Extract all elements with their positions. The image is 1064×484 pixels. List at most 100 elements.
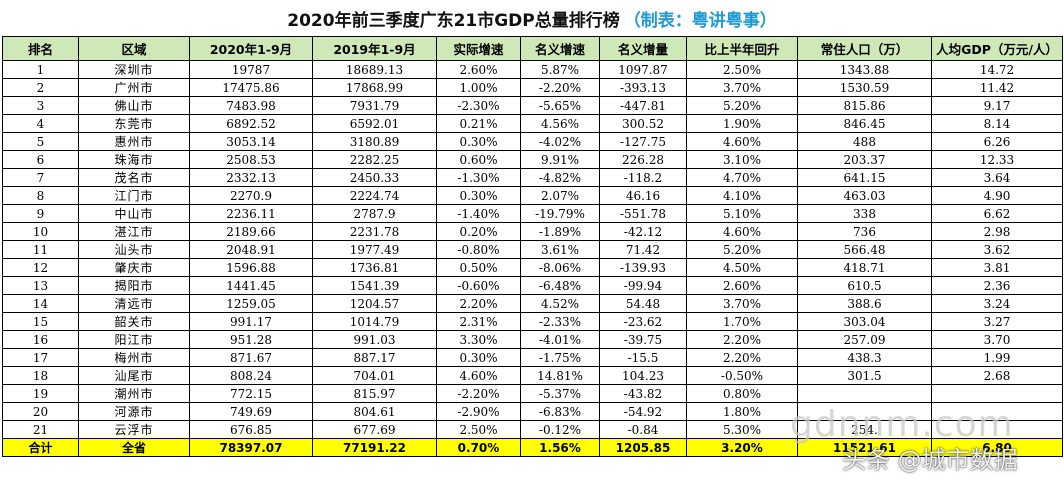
table-cell: 3.81 (931, 258, 1063, 277)
table-row: 21 云浮市 676.85 677.69 2.50% -0.12% -0.84 5.30% 25… (2, 420, 1063, 439)
table-cell: 汕尾市 (78, 366, 190, 385)
table-cell: 5.20% (686, 96, 798, 115)
table-cell: 301.5 (797, 366, 932, 385)
table-cell: 茂名市 (78, 168, 190, 187)
table-cell (931, 402, 1063, 421)
table-cell: 0.30% (436, 132, 521, 151)
table-row: 20 河源市 749.69 804.61 -2.90% -6.83% -54.92 1.80% (2, 402, 1063, 421)
table-cell: 3.30% (436, 330, 521, 349)
table-cell: 2282.25 (312, 150, 437, 169)
table-cell: 揭阳市 (78, 276, 190, 295)
table-cell: 1.00% (436, 78, 521, 97)
table-cell: 0.20% (436, 222, 521, 241)
table-cell: 3.27 (931, 312, 1063, 331)
table-cell: -4.01% (520, 330, 600, 349)
table-cell: 488 (797, 132, 932, 151)
table-cell: 8.14 (931, 114, 1063, 133)
table-cell: 1541.39 (312, 276, 437, 295)
table-row: 14 清远市 1259.05 1204.57 2.20% 4.52% 54.48 3.70% 3… (2, 294, 1063, 313)
table-cell: -6.83% (520, 402, 600, 421)
table-cell: -127.75 (599, 132, 687, 151)
table-cell: 3.24 (931, 294, 1063, 313)
table-row: 10 湛江市 2189.66 2231.78 0.20% -1.89% -42.12 4.60… (2, 222, 1063, 241)
table-cell: 1.70% (686, 312, 798, 331)
column-header: 实际增速 (436, 36, 521, 61)
table-cell: 991.03 (312, 330, 437, 349)
table-cell: 云浮市 (78, 420, 190, 439)
table-cell: 226.28 (599, 150, 687, 169)
table-cell: 梅州市 (78, 348, 190, 367)
table-cell: -551.78 (599, 204, 687, 223)
total-cell: 合计 (2, 438, 79, 457)
table-cell: 991.17 (189, 312, 313, 331)
column-header: 2019年1-9月 (312, 36, 437, 61)
table-cell: 6 (2, 150, 79, 169)
table-cell: 惠州市 (78, 132, 190, 151)
table-cell: 2.36 (931, 276, 1063, 295)
table-cell: 566.48 (797, 240, 932, 259)
table-cell (797, 384, 932, 403)
table-cell: 1441.45 (189, 276, 313, 295)
table-cell: 3.62 (931, 240, 1063, 259)
table-cell: 815.97 (312, 384, 437, 403)
table-row: 13 揭阳市 1441.45 1541.39 -0.60% -6.48% -99.94 2.6… (2, 276, 1063, 295)
table-cell: -1.30% (436, 168, 521, 187)
table-cell: 4.10% (686, 186, 798, 205)
table-cell: 2.98 (931, 222, 1063, 241)
table-row: 11 汕头市 2048.91 1977.49 -0.80% 3.61% 71.42 5.20%… (2, 240, 1063, 259)
table-cell: 104.23 (599, 366, 687, 385)
table-row: 9 中山市 2236.11 2787.9 -1.40% -19.79% -551.78 5.1… (2, 204, 1063, 223)
table-cell: 1204.57 (312, 294, 437, 313)
table-cell: -0.60% (436, 276, 521, 295)
table-cell: 汕头市 (78, 240, 190, 259)
column-header: 常住人口（万） (797, 36, 932, 61)
table-cell: 江门市 (78, 186, 190, 205)
table-cell: 418.71 (797, 258, 932, 277)
table-cell: 0.80% (686, 384, 798, 403)
table-row: 2 广州市 17475.86 17868.99 1.00% -2.20% -393.13 3.… (2, 78, 1063, 97)
table-cell: -42.12 (599, 222, 687, 241)
table-cell: 3180.89 (312, 132, 437, 151)
table-cell: 677.69 (312, 420, 437, 439)
table-cell: -43.82 (599, 384, 687, 403)
table-cell: -447.81 (599, 96, 687, 115)
table-cell: 7483.98 (189, 96, 313, 115)
table-cell: 12 (2, 258, 79, 277)
table-cell: -19.79% (520, 204, 600, 223)
table-cell: 2270.9 (189, 186, 313, 205)
table-cell: 1.90% (686, 114, 798, 133)
table-cell: 4.60% (686, 132, 798, 151)
table-cell: 3.70% (686, 294, 798, 313)
table-cell: 338 (797, 204, 932, 223)
column-header: 人均GDP（万元/人） (931, 36, 1063, 61)
table-cell: 676.85 (189, 420, 313, 439)
table-cell: 阳江市 (78, 330, 190, 349)
table-cell: -0.50% (686, 366, 798, 385)
table-cell: 2.07% (520, 186, 600, 205)
table-cell: -1.89% (520, 222, 600, 241)
table-cell: 3 (2, 96, 79, 115)
table-cell: 潮州市 (78, 384, 190, 403)
table-cell: -2.20% (520, 78, 600, 97)
table-cell: 2787.9 (312, 204, 437, 223)
table-cell: 1977.49 (312, 240, 437, 259)
title-suffix: （制表：粤讲粤事） (623, 10, 777, 31)
table-cell: 300.52 (599, 114, 687, 133)
total-cell: 全省 (78, 438, 190, 457)
total-cell: 77191.22 (312, 438, 437, 457)
table-cell: 2.20% (686, 330, 798, 349)
table-cell: 11.42 (931, 78, 1063, 97)
table-cell: 7931.79 (312, 96, 437, 115)
table-cell: 佛山市 (78, 96, 190, 115)
table-cell: 8 (2, 186, 79, 205)
table-row: 8 江门市 2270.9 2224.74 0.30% 2.07% 46.16 4.10% 463… (2, 186, 1063, 205)
table-cell: 0.60% (436, 150, 521, 169)
column-header: 2020年1-9月 (189, 36, 313, 61)
table-cell: 19787 (189, 60, 313, 79)
table-cell: 4.70% (686, 168, 798, 187)
table-cell: -2.90% (436, 402, 521, 421)
table-cell: 1343.88 (797, 60, 932, 79)
column-header: 名义增量 (599, 36, 687, 61)
table-cell: 1.80% (686, 402, 798, 421)
table-cell: 4.60% (436, 366, 521, 385)
